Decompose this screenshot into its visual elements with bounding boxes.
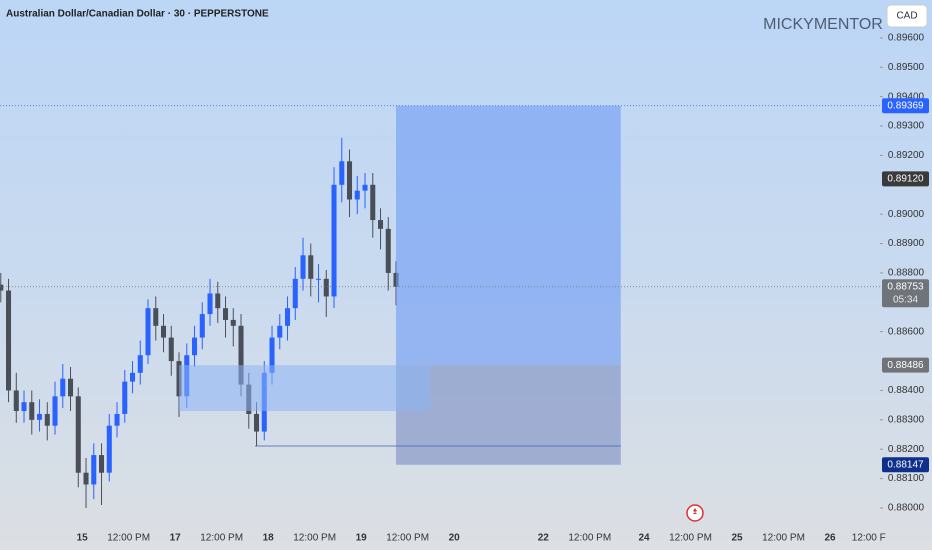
candle-body	[230, 319, 236, 326]
currency-button-label[interactable]: CAD	[896, 11, 917, 22]
candle-body	[238, 325, 244, 385]
candle-body	[300, 255, 306, 279]
y-tick-label: 0.89200	[888, 150, 925, 161]
y-tick-label: 0.89600	[888, 33, 925, 44]
y-tick-label: 0.89300	[888, 121, 925, 132]
x-tick-label: 12:00 PM	[762, 533, 805, 544]
candle-body	[362, 184, 368, 191]
y-tick-label: 0.88400	[888, 385, 925, 396]
x-tick-label: 15	[77, 533, 89, 544]
x-tick-label: 12:00 PM	[568, 533, 611, 544]
x-tick-label: 12:00 PM	[386, 533, 429, 544]
candle-body	[168, 337, 174, 362]
x-tick-label: 12:00 F	[852, 533, 886, 544]
candle-body	[122, 381, 128, 414]
price-label-box	[882, 171, 929, 187]
x-tick-label: 20	[449, 533, 461, 544]
candle-body	[52, 396, 58, 426]
price-label: 0.88486	[887, 360, 924, 371]
candle-body	[199, 314, 205, 338]
candle-body	[207, 293, 213, 315]
x-tick-label: 12:00 PM	[669, 533, 712, 544]
x-tick-label: 25	[731, 533, 743, 544]
candle-body	[223, 308, 229, 320]
candle-body	[0, 284, 4, 291]
zone	[396, 365, 621, 465]
candle-body	[99, 455, 105, 473]
price-label-box	[882, 98, 929, 114]
candle-body	[308, 255, 314, 279]
price-label: 0.88753	[887, 281, 924, 292]
y-tick-label: 0.88800	[888, 268, 925, 279]
candle-body	[114, 413, 120, 426]
candle-body	[378, 220, 384, 229]
candle-body	[21, 402, 27, 412]
y-tick-label: 0.89400	[888, 91, 925, 102]
flag-leaf	[693, 508, 697, 514]
x-tick-label: 12:00 PM	[293, 533, 336, 544]
candle-body	[60, 378, 66, 397]
y-tick-label: 0.88000	[888, 503, 925, 514]
candle-body	[37, 413, 43, 420]
x-tick-label: 22	[538, 533, 550, 544]
countdown: 05:34	[893, 294, 918, 305]
candle-body	[347, 161, 353, 200]
candle-body	[44, 413, 50, 426]
candle-body	[130, 372, 136, 382]
candle-body	[370, 184, 376, 221]
price-label: 0.88147	[887, 459, 924, 470]
candle-body	[354, 190, 360, 200]
candle-body	[323, 278, 329, 297]
price-label: 0.89369	[887, 100, 924, 111]
candle-body	[137, 355, 143, 373]
candle-body	[192, 337, 198, 356]
x-tick-label: 19	[356, 533, 368, 544]
candle-body	[316, 278, 322, 280]
price-label-box	[882, 457, 929, 473]
candle-body	[339, 161, 345, 185]
price-label-box	[882, 279, 929, 308]
candle-body	[161, 325, 167, 338]
zone	[396, 105, 621, 366]
x-tick-label: 18	[263, 533, 275, 544]
candle-body	[277, 325, 283, 338]
candle-body	[68, 378, 74, 397]
candle-body	[254, 413, 260, 432]
candle-body	[13, 390, 19, 412]
candle-body	[83, 472, 89, 485]
candle-body	[285, 308, 291, 326]
zone	[179, 365, 431, 412]
x-tick-label: 26	[824, 533, 836, 544]
x-tick-label: 12:00 PM	[107, 533, 150, 544]
candle-body	[91, 455, 97, 485]
chart-title: Australian Dollar/Canadian Dollar · 30 ·…	[6, 9, 269, 20]
y-tick-label: 0.88200	[888, 444, 925, 455]
candle-body	[29, 402, 35, 420]
price-label: 0.89120	[887, 174, 924, 185]
currency-button[interactable]	[886, 4, 928, 28]
price-label-box	[882, 357, 929, 373]
candle-body	[106, 425, 112, 473]
y-tick-label: 0.89000	[888, 209, 925, 220]
candle-body	[385, 228, 391, 273]
candle-body	[75, 396, 81, 473]
candle-body	[269, 337, 275, 373]
y-tick-label: 0.88900	[888, 238, 925, 249]
candle-body	[6, 290, 12, 391]
x-tick-label: 17	[170, 533, 182, 544]
candle-body	[153, 308, 159, 326]
candle-body	[331, 184, 337, 297]
candle-body	[292, 278, 298, 309]
y-tick-label: 0.88100	[888, 473, 925, 484]
candle-body	[145, 308, 151, 356]
watermark: MICKYMENTOR	[763, 16, 883, 33]
x-tick-label: 12:00 PM	[200, 533, 243, 544]
y-tick-label: 0.88300	[888, 414, 925, 425]
y-tick-label: 0.88600	[888, 326, 925, 337]
x-tick-label: 24	[638, 533, 650, 544]
candle-body	[215, 293, 221, 309]
y-tick-label: 0.89500	[888, 62, 925, 73]
